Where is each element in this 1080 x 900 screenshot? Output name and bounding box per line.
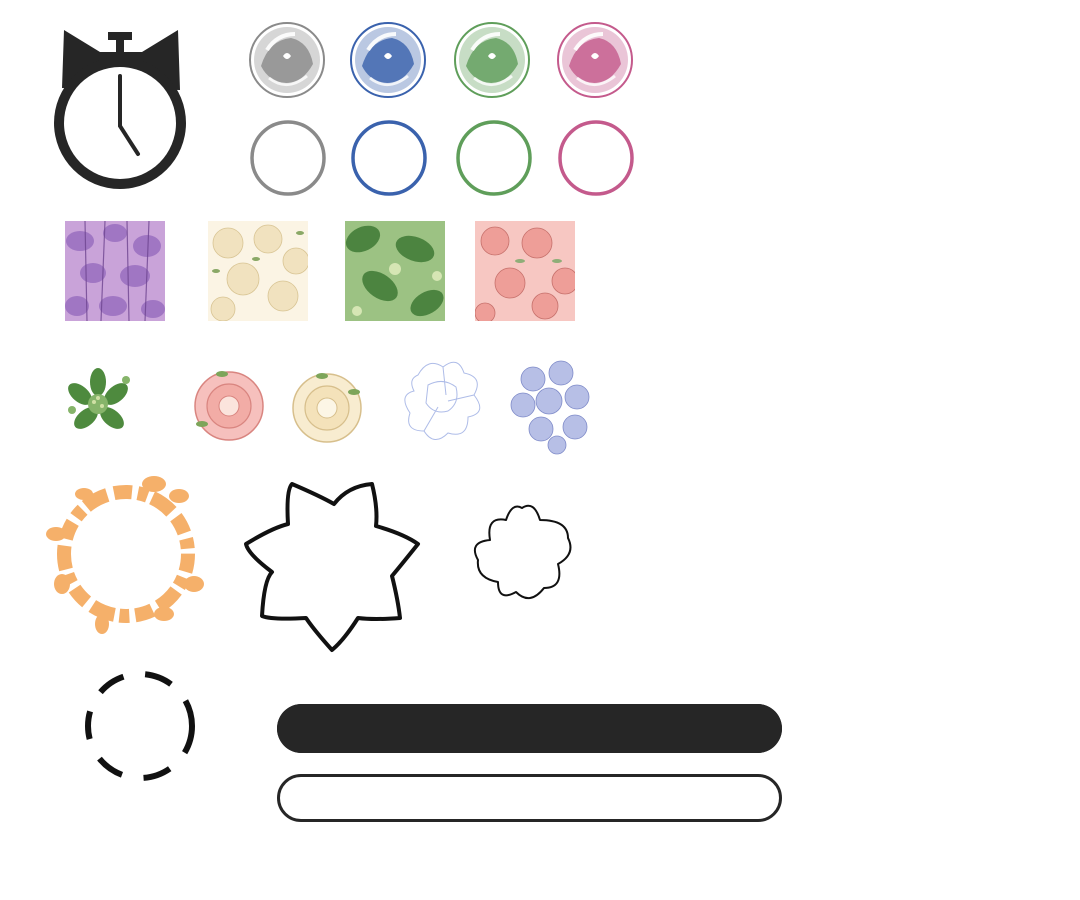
periwinkle-hydrangea-icon	[505, 357, 595, 455]
progress-fill	[277, 704, 782, 753]
pink-crystal-orb-icon	[555, 20, 635, 100]
pink-camellia-icon	[192, 368, 266, 444]
gray-ring-icon	[248, 118, 328, 198]
pink-ring-icon	[556, 118, 636, 198]
blue-crystal-orb-icon	[348, 20, 428, 100]
wisteria-pattern-tile	[65, 221, 165, 321]
gray-crystal-orb-icon	[247, 20, 327, 100]
stopwatch-cat-ears-icon	[50, 28, 190, 193]
orange-floral-wreath-icon	[44, 474, 209, 634]
green-leaf-cluster-icon	[58, 362, 138, 444]
green-crystal-orb-icon	[452, 20, 532, 100]
dashed-circle-icon	[80, 670, 200, 782]
filled-progress-bar	[277, 704, 782, 753]
wavy-star-outline-icon	[472, 502, 574, 602]
green-ring-icon	[454, 118, 534, 198]
blue-outline-flower-icon	[398, 355, 488, 453]
cream-floral-pattern-tile	[208, 221, 308, 321]
empty-progress-bar	[277, 774, 782, 822]
pink-floral-pattern-tile	[475, 221, 575, 321]
blue-ring-icon	[349, 118, 429, 198]
cream-camellia-icon	[290, 370, 364, 446]
green-leaf-pattern-tile	[345, 221, 445, 321]
seven-petal-outline-icon	[244, 480, 422, 652]
